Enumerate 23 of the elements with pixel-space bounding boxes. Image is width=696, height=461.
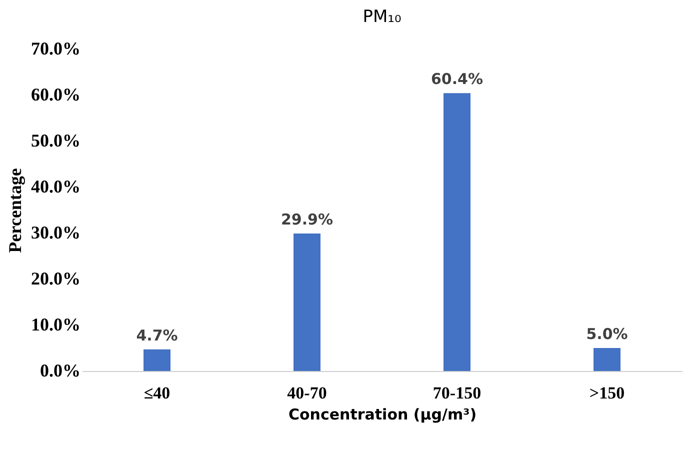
y-tick-label: 30.0%	[31, 222, 80, 242]
chart-title: PM₁₀	[362, 7, 402, 27]
y-axis-title: Percentage	[5, 168, 25, 253]
data-label: 4.7%	[136, 326, 178, 344]
y-tick-label: 0.0%	[40, 360, 80, 380]
bar	[444, 93, 470, 371]
bar	[594, 348, 620, 371]
x-axis-title: Concentration (μg/m³)	[288, 406, 477, 424]
data-label: 60.4%	[430, 70, 484, 88]
bar	[294, 233, 320, 371]
data-label: 5.0%	[586, 325, 628, 343]
x-tick-label: ≤40	[144, 384, 170, 402]
y-tick-label: 70.0%	[31, 38, 80, 58]
x-tick-label: 70-150	[432, 384, 482, 402]
data-label: 29.9%	[280, 210, 334, 228]
y-tick-label: 40.0%	[31, 176, 80, 196]
y-tick-label: 10.0%	[31, 314, 80, 334]
y-tick-label: 20.0%	[31, 268, 80, 288]
x-tick-label: 40-70	[287, 384, 327, 402]
y-tick-label: 60.0%	[31, 84, 80, 104]
bar	[144, 349, 170, 371]
y-tick-label: 50.0%	[31, 130, 80, 150]
x-tick-label: >150	[589, 384, 625, 402]
